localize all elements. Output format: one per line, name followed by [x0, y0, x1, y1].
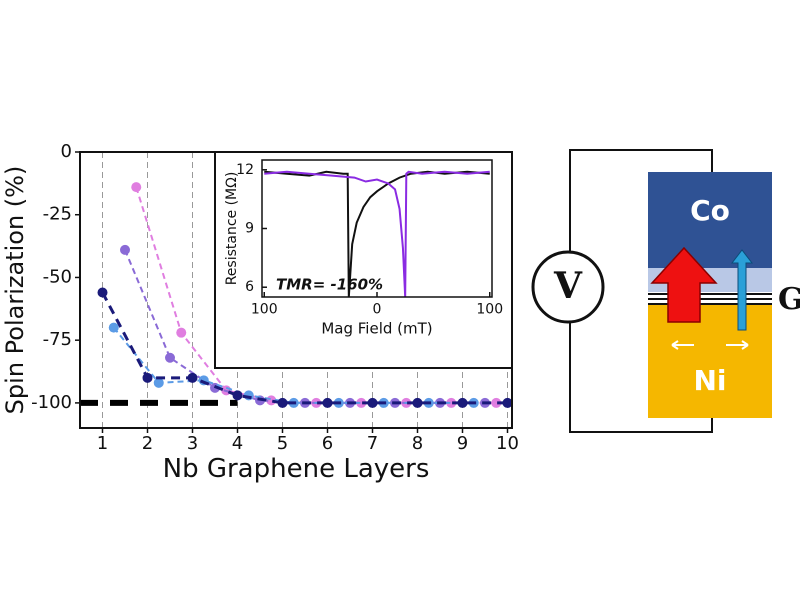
point: [120, 244, 130, 255]
y-tick-label: 0: [61, 141, 72, 162]
x-tick-label: 2: [142, 433, 153, 454]
point: [457, 397, 468, 408]
y-tick-label: -75: [43, 329, 72, 350]
circuit-wire: [569, 149, 713, 433]
plot-frame: [261, 159, 493, 298]
y-tick-label: -25: [43, 204, 72, 225]
x-tick-label: 100: [251, 302, 278, 318]
point: [277, 397, 288, 408]
point: [131, 182, 142, 193]
ni-label: Ni: [693, 364, 726, 397]
current-arrows: [671, 340, 749, 350]
x-tick-label: 8: [412, 433, 423, 454]
x-tick-label: 0: [373, 302, 382, 318]
x-tick-label: 4: [232, 433, 243, 454]
y-tick-label: -100: [31, 392, 72, 413]
co-label: Co: [690, 194, 730, 227]
point: [502, 397, 513, 408]
annotation: TMR= -160%: [276, 276, 383, 294]
x-axis-label: Nb Graphene Layers: [163, 454, 430, 484]
x-tick-label: 5: [277, 433, 288, 454]
point: [165, 352, 175, 363]
point: [491, 397, 502, 408]
series-line: [264, 170, 490, 298]
x-axis-label: Mag Field (mT): [321, 320, 432, 338]
point: [322, 397, 333, 408]
point: [187, 372, 198, 383]
y-axis-label: Resistance (MΩ): [224, 172, 240, 286]
point: [97, 287, 108, 298]
x-tick-label: 9: [457, 433, 468, 454]
ni-layer: [648, 305, 772, 418]
x-tick-label: 7: [367, 433, 378, 454]
chart: 100 0 100 6 9 12 Mag Field (mT) Resistance (MΩ)…: [214, 151, 513, 369]
spin-arrow-small: [730, 249, 754, 331]
inset-frame: [214, 151, 513, 369]
point: [153, 377, 164, 388]
point: [232, 390, 243, 401]
point: [356, 397, 367, 408]
y-tick-label: 9: [245, 221, 254, 237]
co-layer: [648, 172, 772, 268]
x-tick-label: 10: [496, 433, 519, 454]
side-label: G: [778, 282, 800, 317]
y-tick-label: 6: [245, 279, 254, 295]
point: [367, 397, 378, 408]
y-tick-label: -50: [43, 266, 72, 287]
point: [142, 372, 153, 383]
x-tick-label: 3: [187, 433, 198, 454]
point: [412, 397, 423, 408]
device-diagram: V Co Ni G: [531, 149, 800, 433]
y-tick-label: 12: [236, 162, 254, 178]
y-axis-label: Spin Polarization (%): [1, 166, 29, 415]
point: [446, 397, 457, 408]
series-line: [101, 291, 508, 405]
spin-arrow-large: [650, 246, 718, 323]
x-tick-label: 1: [97, 433, 108, 454]
series-line: [264, 170, 490, 298]
x-tick-label: 100: [476, 302, 503, 318]
point: [176, 327, 187, 338]
point: [108, 322, 119, 333]
voltmeter: [531, 250, 605, 324]
voltmeter-label: V: [553, 265, 583, 307]
x-tick-label: 6: [322, 433, 333, 454]
